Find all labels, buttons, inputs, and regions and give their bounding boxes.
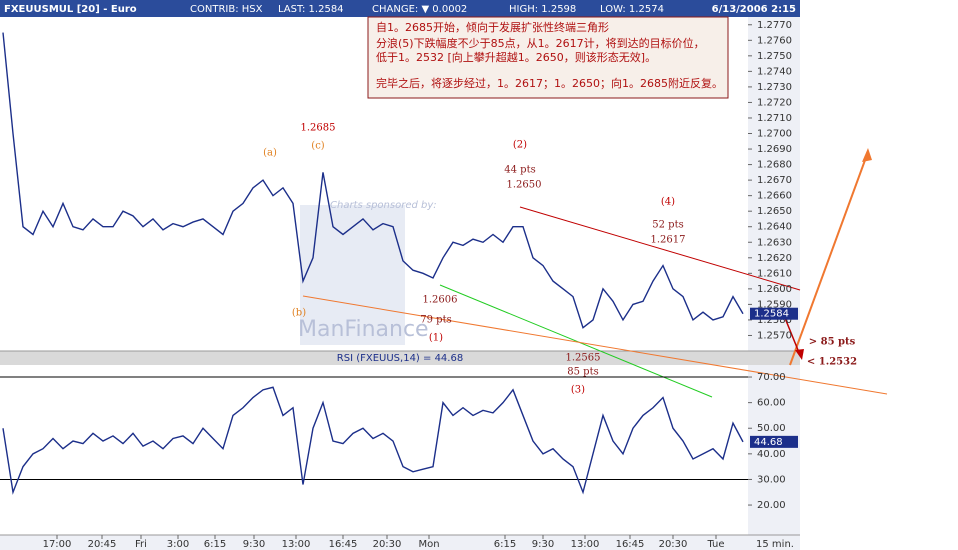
x-tick-label: 6:15: [494, 539, 516, 550]
wave-label: 79 pts: [420, 315, 451, 326]
interval: 15 min.: [756, 539, 794, 550]
wave-label: (c): [311, 141, 325, 152]
price-line: [2, 386, 744, 495]
y-tick-label: 1.2640: [757, 222, 792, 233]
price-line: [2, 32, 744, 329]
x-tick-label: 13:00: [571, 539, 600, 550]
watermark-text: Charts sponsored by:: [330, 200, 437, 211]
y-tick-label: 1.2620: [757, 253, 792, 264]
rsi-axis-bg: [748, 365, 800, 535]
trend-line: [519, 206, 801, 291]
wave-label: < 1.2532: [807, 357, 857, 368]
x-axis-bg: [0, 535, 800, 550]
y-tick-label: 1.2730: [757, 82, 792, 93]
wave-label: (4): [661, 197, 675, 208]
x-tick-label: 9:30: [532, 539, 554, 550]
wave-label: 1.2650: [507, 180, 542, 191]
wave-label: > 85 pts: [809, 337, 856, 348]
y-tick-label: 1.2570: [757, 330, 792, 341]
arrow: [789, 151, 869, 366]
note-line: 分浪(5)下跌幅度不少于85点，从1。2617计，将到达的目标价位，: [376, 36, 705, 50]
x-tick-label: 20:30: [659, 539, 688, 550]
arrow-head: [862, 148, 872, 162]
y-tick-label: 1.2750: [757, 51, 792, 62]
last: LAST: 1.2584: [278, 4, 344, 15]
panel-title: RSI (FXEUUS,14) = 44.68: [337, 353, 463, 364]
y-tick-label: 30.00: [757, 474, 786, 485]
y-tick-label: 1.2610: [757, 268, 792, 279]
trend-line: [439, 284, 713, 398]
note-line: 低于1。2532 [向上攀升超越1。2650，则该形态无效]。: [376, 50, 656, 64]
wave-label: 1.2685: [301, 123, 336, 134]
y-tick-label: 20.00: [757, 500, 786, 511]
x-tick-label: 9:30: [243, 539, 265, 550]
x-tick-label: Fri: [135, 539, 147, 550]
y-tick-label: 60.00: [757, 398, 786, 409]
wave-label: 1.2617: [651, 235, 686, 246]
y-tick-label: 1.2680: [757, 160, 792, 171]
y-tick-label: 1.2590: [757, 299, 792, 310]
high: HIGH: 1.2598: [509, 4, 576, 15]
y-tick-label: 1.2700: [757, 129, 792, 140]
value-box: [750, 307, 798, 320]
y-tick-label: 1.2650: [757, 206, 792, 217]
y-tick-label: 1.2770: [757, 20, 792, 31]
y-tick-label: 1.2580: [757, 315, 792, 326]
y-tick-label: 1.2720: [757, 97, 792, 108]
y-tick-label: 1.2740: [757, 66, 792, 77]
note-line: 自1。2685开始，倾向于发展扩张性终端三角形: [376, 20, 609, 34]
x-tick-label: 17:00: [43, 539, 72, 550]
note-box: [367, 16, 729, 99]
x-tick-label: 13:00: [282, 539, 311, 550]
wave-label: (1): [429, 333, 443, 344]
y-tick-label: 50.00: [757, 423, 786, 434]
y-tick-label: 1.2630: [757, 237, 792, 248]
y-tick-label: 1.2760: [757, 35, 792, 46]
rsi-title-bar: [0, 351, 800, 365]
value-box-label: 44.68: [754, 437, 783, 448]
symbol: FXEUUSMUL [20] - Euro: [4, 4, 137, 15]
wave-label: 85 pts: [567, 367, 598, 378]
note-line: 完毕之后，将逐步经过，1。2617；1。2650；向1。2685附近反复。: [376, 76, 723, 90]
x-tick-label: Mon: [418, 539, 439, 550]
wave-label: (3): [571, 385, 585, 396]
y-tick-label: 1.2690: [757, 144, 792, 155]
wave-label: 52 pts: [652, 220, 683, 231]
wave-label: 1.2606: [423, 295, 458, 306]
value-box: [750, 435, 798, 448]
wave-label: 44 pts: [504, 165, 535, 176]
y-tick-label: 1.2660: [757, 191, 792, 202]
wave-label: 1.2565: [566, 353, 601, 364]
y-tick-label: 70.00: [757, 372, 786, 383]
y-tick-label: 40.00: [757, 449, 786, 460]
low: LOW: 1.2574: [600, 4, 664, 15]
arrow: [784, 317, 801, 356]
price-axis-bg: [748, 17, 800, 351]
y-tick-label: 1.2670: [757, 175, 792, 186]
value-box-label: 1.2584: [754, 309, 789, 320]
x-tick-label: 3:00: [167, 539, 189, 550]
x-tick-label: 16:45: [329, 539, 358, 550]
wave-label: (a): [263, 148, 277, 159]
header-bar: [0, 0, 800, 17]
x-tick-label: Tue: [706, 539, 724, 550]
x-tick-label: 6:15: [204, 539, 226, 550]
x-tick-label: 20:45: [88, 539, 117, 550]
wave-label: (2): [513, 140, 527, 151]
watermark-logo: [300, 205, 405, 345]
y-tick-label: 1.2600: [757, 284, 792, 295]
contrib: CONTRIB: HSX: [190, 4, 263, 15]
x-tick-label: 16:45: [616, 539, 645, 550]
x-tick-label: 20:30: [373, 539, 402, 550]
trend-line: [302, 295, 888, 395]
y-tick-label: 1.2710: [757, 113, 792, 124]
date: 6/13/2006 2:15: [712, 4, 796, 15]
watermark-text: ManFinance: [298, 317, 429, 342]
change: CHANGE: ▼ 0.0002: [372, 4, 467, 15]
wave-label: (b): [292, 308, 306, 319]
arrow-head: [795, 349, 804, 360]
